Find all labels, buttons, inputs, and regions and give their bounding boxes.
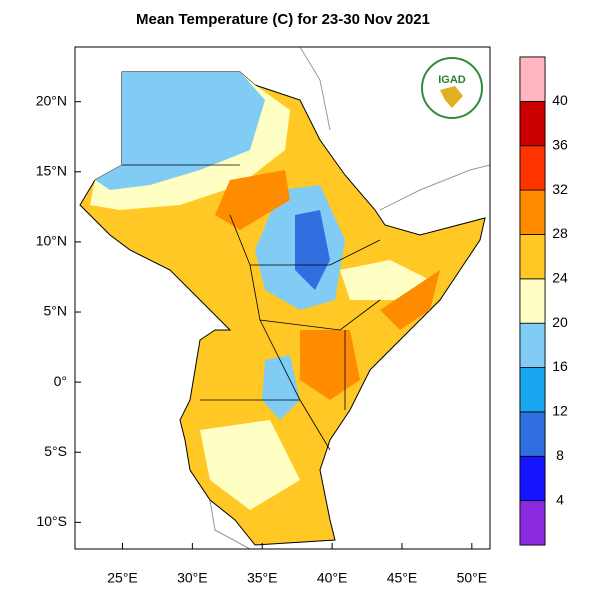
y-tick-label: 10°N <box>36 233 67 249</box>
x-tick-label: 45°E <box>387 570 418 586</box>
logo-shape <box>440 86 463 108</box>
colorbar-box <box>519 367 546 413</box>
map-area <box>75 46 491 550</box>
x-tick-label: 30°E <box>177 570 208 586</box>
patch-hot <box>380 270 440 330</box>
colorbar-box <box>519 100 546 147</box>
y-tick-label: 5°S <box>44 443 67 459</box>
colorbar-box <box>519 278 546 324</box>
colorbar-label: 36 <box>552 136 568 152</box>
colorbar-box <box>519 322 546 368</box>
colorbar-label: 16 <box>552 358 568 374</box>
colorbar-box <box>519 411 546 457</box>
colorbar-label: 40 <box>552 92 568 108</box>
colorbar-box <box>519 500 546 546</box>
colorbar-label: 24 <box>552 270 568 286</box>
colorbar-box <box>519 56 546 102</box>
y-tick-label: 15°N <box>36 163 67 179</box>
plot-frame <box>74 46 491 550</box>
y-tick-label: 10°S <box>36 513 67 529</box>
logo: IGAD <box>421 57 483 119</box>
colorbar-label: 12 <box>552 403 568 419</box>
patch-cool <box>95 72 265 190</box>
x-tick-label: 50°E <box>457 570 488 586</box>
colorbar-box <box>519 234 546 280</box>
country-border <box>122 164 381 451</box>
patch-cool <box>262 355 300 420</box>
logo-text: IGAD <box>438 74 466 86</box>
y-tick-label: 20°N <box>36 92 67 108</box>
colorbar-label: 20 <box>552 314 568 330</box>
x-tick-label: 40°E <box>317 570 348 586</box>
colorbar-box <box>519 145 546 191</box>
patch-cold <box>295 210 330 290</box>
patch-warm <box>200 420 300 510</box>
y-tick-label: 0° <box>54 373 67 389</box>
colorbar-box <box>519 455 546 502</box>
colorbar-label: 8 <box>556 447 564 463</box>
colorbar-label: 28 <box>552 225 568 241</box>
patch-hot <box>215 170 290 230</box>
patch-warm <box>340 260 430 300</box>
map-title: Mean Temperature (C) for 23-30 Nov 2021 <box>136 11 430 28</box>
y-tick-label: 5°N <box>44 303 68 319</box>
colorbar-box <box>519 189 546 235</box>
colorbar-label: 32 <box>552 181 568 197</box>
colorbar-label: 4 <box>556 491 564 507</box>
x-tick-label: 35°E <box>247 570 278 586</box>
x-tick-label: 25°E <box>107 570 138 586</box>
